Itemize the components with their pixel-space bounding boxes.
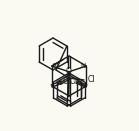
- Text: O: O: [63, 77, 69, 86]
- Text: Cl: Cl: [88, 75, 95, 84]
- Text: O: O: [66, 67, 72, 77]
- Text: N: N: [80, 64, 85, 70]
- Text: O: O: [69, 77, 75, 86]
- Text: N: N: [53, 64, 58, 70]
